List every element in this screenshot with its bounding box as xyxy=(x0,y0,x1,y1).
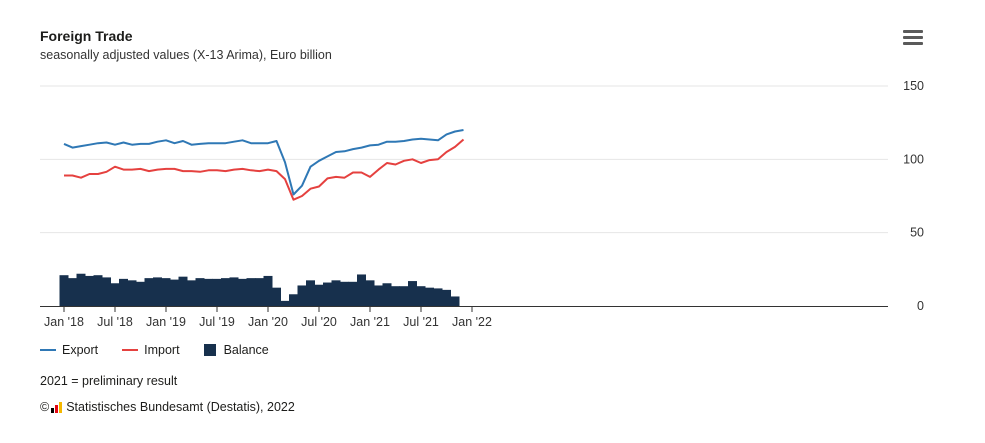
legend-export-label: Export xyxy=(62,343,99,357)
balance-bar xyxy=(280,300,290,306)
balance-bar xyxy=(68,278,77,306)
chart-title: Foreign Trade xyxy=(40,28,133,44)
x-tick-label: Jan '18 xyxy=(44,315,84,329)
legend-item-export[interactable]: Export xyxy=(40,343,98,357)
y-tick-label: 50 xyxy=(910,226,924,240)
legend-item-import[interactable]: Import xyxy=(122,343,180,357)
balance-bar xyxy=(442,289,451,306)
y-tick-label: 0 xyxy=(917,299,924,313)
balance-bar xyxy=(102,277,111,306)
balance-bar xyxy=(76,273,86,306)
balance-bar-swatch xyxy=(203,344,216,356)
balance-bar xyxy=(85,275,94,306)
balance-bar xyxy=(416,286,426,306)
balance-bar xyxy=(127,280,137,306)
balance-bar xyxy=(272,287,281,306)
balance-bar xyxy=(297,285,307,306)
export-line-swatch xyxy=(40,349,56,351)
y-tick-label: 100 xyxy=(903,152,924,166)
balance-bar xyxy=(136,281,145,306)
balance-bar xyxy=(331,280,341,306)
balance-bar xyxy=(221,278,230,306)
import-line-swatch xyxy=(122,349,139,351)
balance-bar xyxy=(306,280,315,306)
x-tick-label: Jan '21 xyxy=(350,315,390,329)
import-series-line xyxy=(64,138,465,201)
balance-bar xyxy=(238,278,247,306)
balance-bar xyxy=(110,283,120,306)
chart-legend: Export Import Balance xyxy=(40,343,293,357)
balance-bar xyxy=(212,278,222,306)
balance-bar xyxy=(195,278,205,306)
balance-bar xyxy=(204,278,213,306)
balance-bar xyxy=(161,278,171,306)
destatis-logo-icon xyxy=(51,401,63,413)
export-series-line xyxy=(63,129,464,196)
balance-bar xyxy=(433,288,443,306)
x-tick-label: Jan '22 xyxy=(452,315,492,329)
balance-bar xyxy=(289,294,298,306)
balance-bar xyxy=(391,286,400,306)
balance-bar xyxy=(314,284,324,306)
balance-bar xyxy=(348,281,358,306)
balance-bar xyxy=(170,279,179,306)
balance-bar xyxy=(178,276,188,306)
balance-bar xyxy=(187,280,196,306)
balance-bar xyxy=(93,275,103,306)
balance-bar xyxy=(374,285,383,306)
balance-bar xyxy=(323,282,332,306)
balance-bar xyxy=(450,296,460,306)
balance-bar xyxy=(408,281,417,306)
balance-bar xyxy=(229,277,239,306)
x-tick-label: Jul '20 xyxy=(301,315,337,329)
balance-bar xyxy=(119,278,128,306)
balance-bar xyxy=(59,275,69,306)
balance-bar xyxy=(382,283,392,306)
legend-import-label: Import xyxy=(144,343,180,357)
x-tick-label: Jul '21 xyxy=(403,315,439,329)
legend-balance-label: Balance xyxy=(223,343,269,357)
chart-plot: 0 50 100 150 Jan '18 Jul '18 Jan '19 Jul '19 Jan… xyxy=(40,79,924,329)
balance-bar xyxy=(255,278,264,306)
balance-bar xyxy=(357,274,366,306)
x-tick-label: Jan '19 xyxy=(146,315,186,329)
balance-bar xyxy=(144,278,154,306)
x-tick-label: Jan '20 xyxy=(248,315,288,329)
source-line: © Statistisches Bundesamt (Destatis), 20… xyxy=(40,400,295,414)
preliminary-note: 2021 = preliminary result xyxy=(40,374,178,388)
x-tick-label: Jul '18 xyxy=(97,315,133,329)
balance-bar xyxy=(153,277,162,306)
legend-item-balance[interactable]: Balance xyxy=(203,343,269,357)
balance-bar xyxy=(399,286,409,306)
balance-bar xyxy=(365,280,375,306)
source-text[interactable]: Statistisches Bundesamt (Destatis), 2022 xyxy=(66,400,295,414)
chart-subtitle: seasonally adjusted values (X-13 Arima),… xyxy=(40,48,332,62)
hamburger-menu-icon[interactable] xyxy=(903,30,923,46)
balance-bar xyxy=(246,278,256,306)
balance-bar xyxy=(425,287,434,306)
x-tick-label: Jul '19 xyxy=(199,315,235,329)
balance-bar xyxy=(263,275,273,306)
balance-bar xyxy=(340,281,349,306)
y-tick-label: 150 xyxy=(903,79,924,93)
copyright-symbol: © xyxy=(40,400,50,414)
